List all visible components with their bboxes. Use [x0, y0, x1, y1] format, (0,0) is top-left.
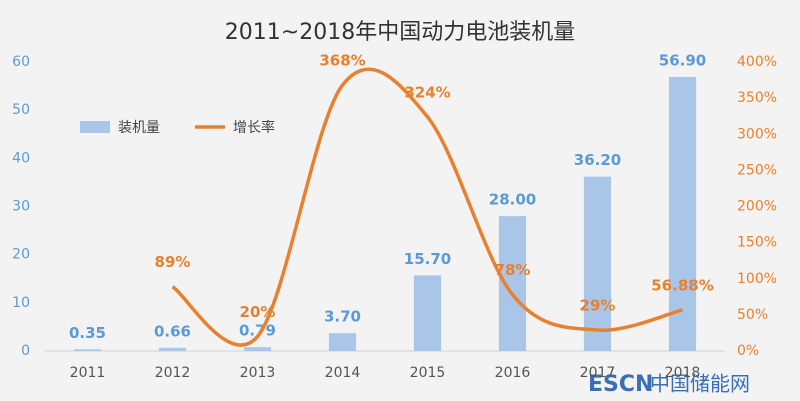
bar-value-label: 15.70 — [404, 250, 451, 268]
y2-tick-label: 50% — [737, 307, 768, 323]
bar-value-label: 3.70 — [324, 308, 361, 326]
y2-tick-label: 250% — [737, 162, 777, 178]
bar — [413, 275, 442, 351]
chart-title: 2011~2018年中国动力电池装机量 — [225, 20, 575, 45]
y-tick-label: 50 — [12, 102, 30, 118]
x-tick-label: 2017 — [580, 365, 616, 381]
x-tick-label: 2016 — [495, 365, 531, 381]
line-value-label: 89% — [155, 253, 191, 271]
watermark: 中国储能网 — [650, 372, 750, 396]
x-tick-label: 2013 — [240, 365, 276, 381]
bar — [668, 76, 697, 351]
bar-value-label: 0.66 — [154, 322, 191, 340]
bar — [583, 176, 612, 351]
bar-value-label: 0.35 — [69, 324, 106, 342]
legend-swatch — [80, 121, 110, 133]
bar — [73, 349, 102, 351]
y-tick-label: 40 — [12, 150, 30, 166]
bar-value-label: 36.20 — [574, 151, 621, 169]
line-value-label: 324% — [404, 83, 450, 101]
y2-tick-label: 200% — [737, 199, 777, 215]
y-tick-label: 30 — [12, 199, 30, 215]
y2-tick-label: 100% — [737, 271, 777, 287]
line-value-label: 368% — [319, 52, 365, 70]
line — [171, 67, 683, 347]
bar-value-label: 0.79 — [239, 322, 276, 340]
y2-tick-label: 300% — [737, 126, 777, 142]
x-tick-label: 2012 — [155, 365, 191, 381]
x-tick-label: 2011 — [70, 365, 106, 381]
bar — [158, 347, 187, 351]
bar-value-label: 56.90 — [659, 51, 706, 69]
bar — [328, 333, 357, 351]
y2-tick-label: 350% — [737, 90, 777, 106]
x-tick-label: 2018 — [665, 365, 701, 381]
bar-value-label: 28.00 — [489, 191, 536, 209]
y-tick-label: 60 — [12, 54, 30, 70]
line-value-label: 56.88% — [651, 276, 713, 294]
x-tick-label: 2015 — [410, 365, 446, 381]
x-tick-label: 2014 — [325, 365, 361, 381]
y2-tick-label: 400% — [737, 54, 777, 70]
y2-tick-label: 150% — [737, 235, 777, 251]
line-value-label: 29% — [580, 297, 616, 315]
y-tick-label: 0 — [21, 343, 30, 359]
line-value-label: 20% — [240, 303, 276, 321]
watermark: ESCN — [588, 372, 653, 397]
line-value-label: 78% — [495, 261, 531, 279]
legend-label: 增长率 — [233, 119, 275, 136]
legend-label: 装机量 — [118, 120, 160, 136]
y2-tick-label: 0% — [737, 343, 759, 359]
y-tick-label: 10 — [12, 295, 30, 311]
bar — [243, 347, 272, 351]
y-tick-label: 20 — [12, 247, 30, 263]
